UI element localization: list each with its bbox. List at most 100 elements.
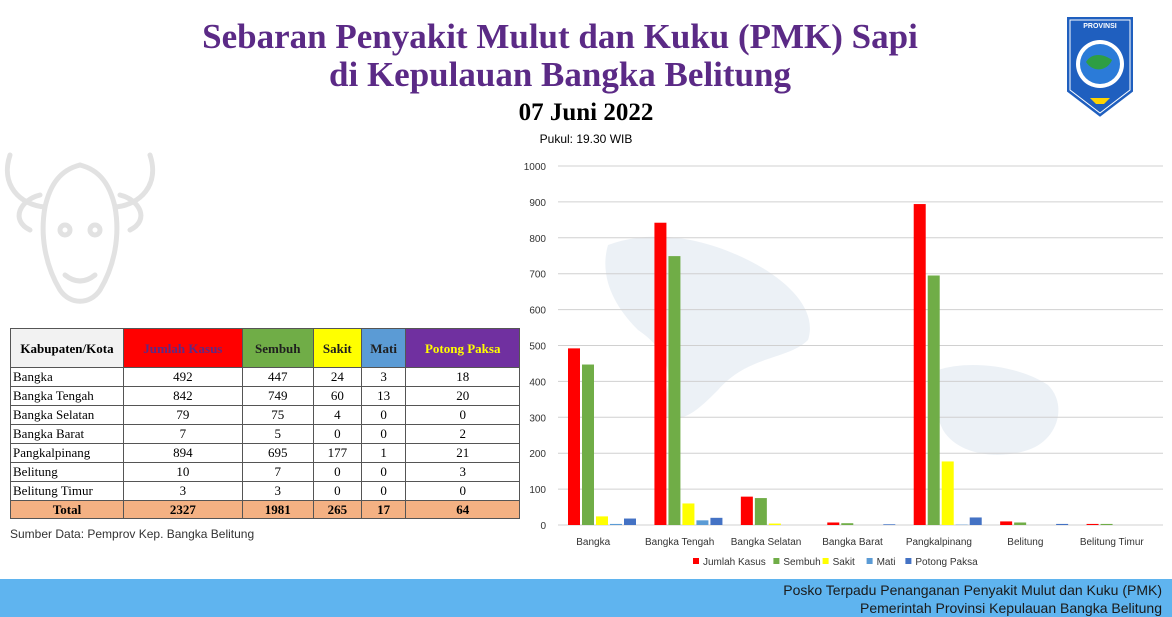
legend-swatch [866,558,873,564]
footer-line-2: Pemerintah Provinsi Kepulauan Bangka Bel… [860,600,1162,616]
table-row: Pangkalpinang 894 695 177 1 21 [10,443,520,463]
bar-potong-paksa [624,518,636,525]
table-row: Bangka Selatan 79 75 4 0 0 [10,405,520,425]
total-value: 1981 [241,500,314,519]
bar-mati [696,520,709,525]
cell-value: 7 [241,462,314,482]
table-row: Bangka Barat 7 5 0 0 2 [10,424,520,444]
y-tick-label: 0 [540,521,546,532]
legend-swatch [773,558,780,564]
y-tick-label: 700 [529,270,546,281]
bar-sembuh [582,364,594,525]
cell-value: 447 [241,367,314,387]
bar-jumlah-kasus [827,522,840,525]
logo-province-text: PROVINSI [1083,23,1117,30]
header-potong-paksa: Potong Paksa [405,328,520,368]
cell-region: Pangkalpinang [10,443,124,463]
page-title: Sebaran Penyakit Mulut dan Kuku (PMK) Sa… [0,18,1120,94]
y-tick-label: 200 [529,449,546,460]
report-time: Pukul: 19.30 WIB [539,132,633,146]
cell-region: Belitung [10,462,124,482]
x-tick-label: Belitung [1007,537,1043,548]
cell-value: 13 [360,386,407,406]
bar-jumlah-kasus [740,496,753,525]
total-value: 64 [405,500,520,519]
cell-value: 7 [123,424,243,444]
bar-chart: 0 100 200 300 400 500 600 700 800 900 1000 Bangka Ba… [524,162,1163,568]
footer-line-1: Posko Terpadu Penanganan Penyakit Mulut … [783,582,1162,598]
bar-jumlah-kasus [913,204,926,525]
cell-value: 75 [241,405,314,425]
x-tick-label: Pangkalpinang [906,537,972,548]
cell-value: 3 [360,367,407,387]
title-line-1: Sebaran Penyakit Mulut dan Kuku (PMK) Sa… [202,17,918,56]
header-jumlah-kasus: Jumlah Kasus [123,328,243,368]
bar-sembuh [668,256,681,525]
cell-value: 20 [405,386,520,406]
total-value: 17 [360,500,407,519]
bar-sembuh [1100,523,1113,525]
cell-value: 894 [123,443,243,463]
y-tick-label: 1000 [524,162,547,173]
x-tick-label: Belitung Timur [1080,537,1145,548]
footer-bar: Posko Terpadu Penanganan Penyakit Mulut … [0,579,1172,617]
data-source-note: Sumber Data: Pemprov Kep. Bangka Belitun… [10,527,255,541]
total-label: Total [10,500,124,519]
y-tick-label: 900 [529,198,546,209]
y-tick-label: 500 [529,342,546,353]
x-tick-label: Bangka Barat [822,537,883,548]
header-sakit: Sakit [312,328,362,368]
cell-value: 18 [405,367,520,387]
bar-potong-paksa [710,517,723,525]
cell-value: 177 [312,443,362,463]
table-total-row: Total 2327 1981 265 17 64 [10,500,520,519]
table-row: Belitung 10 7 0 0 3 [10,462,520,482]
cell-region: Bangka Selatan [10,405,124,425]
cell-value: 21 [405,443,520,463]
cow-illustration-icon [4,152,156,304]
total-value: 265 [312,500,362,519]
legend-label: Potong Paksa [915,557,978,568]
cell-value: 3 [405,462,520,482]
cell-value: 0 [360,481,407,501]
cell-value: 1 [360,443,407,463]
cell-value: 24 [312,367,362,387]
bar-sembuh [1014,522,1027,525]
legend-label: Sembuh [783,557,820,568]
y-tick-label: 800 [529,234,546,245]
cell-value: 0 [360,424,407,444]
bar-sakit [682,503,695,525]
cell-value: 0 [312,481,362,501]
y-tick-label: 400 [529,377,546,388]
cell-value: 842 [123,386,243,406]
total-value: 2327 [123,500,243,519]
cell-value: 10 [123,462,243,482]
cell-value: 4 [312,405,362,425]
x-tick-label: Bangka [576,537,610,548]
cell-value: 0 [312,424,362,444]
y-tick-label: 600 [529,306,546,317]
bar-jumlah-kasus [1086,523,1099,525]
bar-potong-paksa [969,517,982,525]
table-row: Belitung Timur 3 3 0 0 0 [10,481,520,501]
cell-value: 0 [312,462,362,482]
bar-sakit [941,461,954,525]
y-tick-label: 300 [529,413,546,424]
bar-sembuh [927,275,940,525]
province-logo-icon: PROVINSI [1065,15,1135,120]
table-header-row: Kabupaten/Kota Jumlah Kasus Sembuh Sakit… [10,328,520,368]
legend-label: Jumlah Kasus [703,557,766,568]
bar-sakit [768,523,781,525]
table-row: Bangka 492 447 24 3 18 [10,367,520,387]
cell-region: Bangka Barat [10,424,124,444]
y-tick-label: 100 [529,485,546,496]
cell-value: 60 [312,386,362,406]
legend-label: Sakit [833,557,855,568]
header-sembuh: Sembuh [241,328,314,368]
cell-value: 0 [405,481,520,501]
cell-value: 0 [360,405,407,425]
bar-mati [610,523,622,525]
cell-value: 0 [360,462,407,482]
bar-sembuh [754,498,767,525]
bar-potong-paksa [1056,523,1069,525]
